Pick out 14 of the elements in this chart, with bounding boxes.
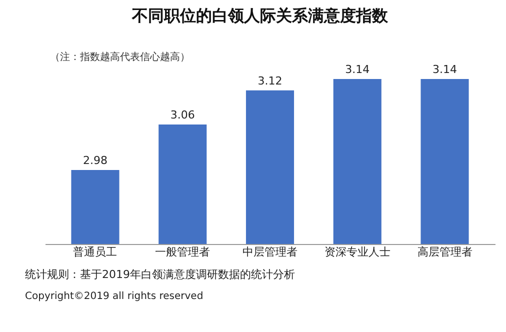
- x-tick-label: 普通员工: [73, 246, 118, 258]
- text: Copyright©2019 all rights reserved: [25, 291, 204, 302]
- data-label: 3.12: [258, 74, 282, 88]
- data-label: 3.06: [170, 108, 195, 122]
- data-label: 2.98: [82, 154, 108, 168]
- chart-title: 不同职位的白领人际关系满意度指数: [131, 6, 389, 25]
- data-label: 3.14: [432, 63, 458, 76]
- x-tick-label: 高层管理者: [417, 246, 472, 258]
- x-tick-label: 一般管理者: [155, 246, 210, 258]
- data-label: 3.14: [345, 63, 370, 76]
- text: （注：指数越高代表信心越高）: [50, 51, 190, 63]
- x-tick-label: 资深专业人士: [324, 246, 390, 258]
- x-tick-label: 中层管理者: [242, 246, 298, 258]
- text: 统计规则：基于2019年白领满意度调研数据的统计分析: [25, 268, 295, 281]
